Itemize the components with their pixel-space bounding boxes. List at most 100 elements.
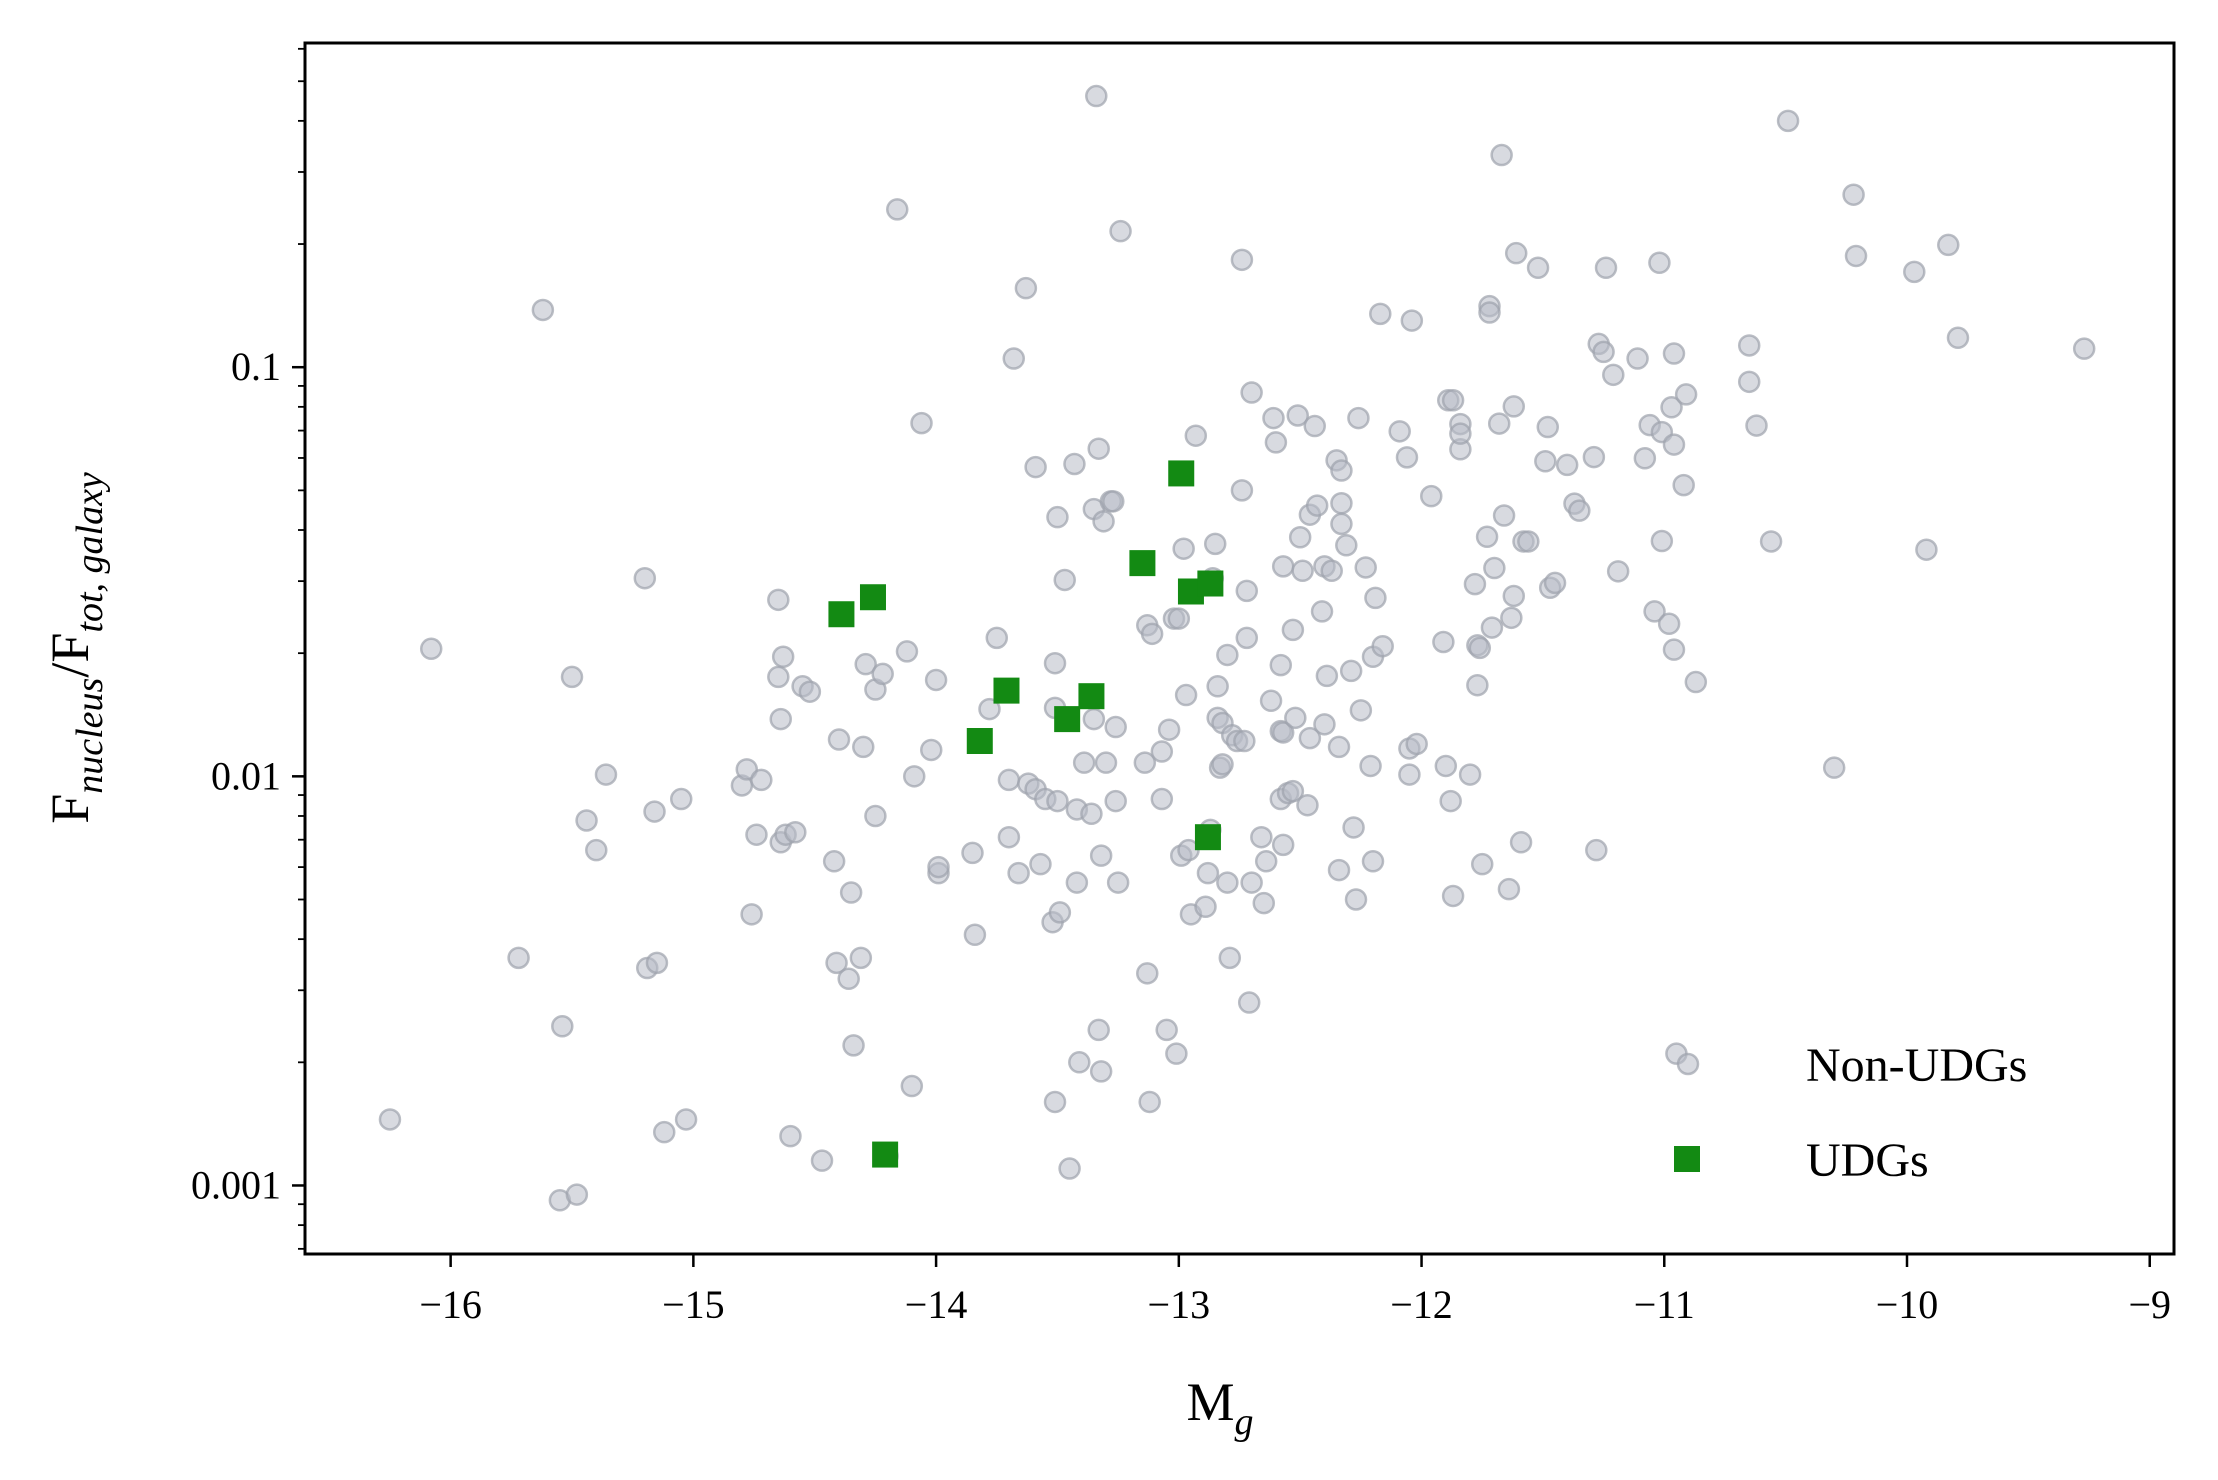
y-axis-label: Fnucleus/Ftot, galaxy bbox=[40, 472, 111, 824]
non-udg-point bbox=[1342, 816, 1365, 839]
non-udg-point bbox=[1585, 838, 1608, 862]
non-udg-point bbox=[1058, 1157, 1081, 1180]
non-udg-point bbox=[1136, 962, 1159, 985]
non-udg-point bbox=[1359, 754, 1382, 778]
non-udg-point bbox=[1526, 256, 1550, 280]
non-udg-point bbox=[1043, 651, 1067, 675]
x-tick-label: −12 bbox=[1390, 1282, 1453, 1327]
non-udg-point bbox=[633, 566, 657, 590]
non-udg-point bbox=[1104, 789, 1127, 813]
non-udg-point bbox=[1364, 586, 1387, 610]
non-udg-point bbox=[531, 298, 555, 322]
x-tick-label: −15 bbox=[662, 1282, 725, 1327]
non-udg-point bbox=[997, 768, 1021, 792]
non-udg-point bbox=[1281, 779, 1305, 803]
udg-point bbox=[872, 1141, 899, 1168]
non-udg-point bbox=[1252, 891, 1276, 915]
non-udg-point bbox=[507, 946, 530, 970]
non-udg-point bbox=[1089, 1060, 1113, 1083]
non-udg-point bbox=[1441, 389, 1465, 412]
non-udg-point bbox=[1536, 415, 1560, 439]
non-udg-point bbox=[1072, 751, 1096, 774]
non-udg-point bbox=[1298, 726, 1322, 750]
non-udg-point bbox=[1046, 789, 1069, 813]
non-udg-point bbox=[961, 841, 984, 865]
y-axis-label-denominator: F bbox=[40, 633, 100, 663]
non-udg-point bbox=[1626, 347, 1649, 370]
non-udg-point bbox=[1594, 256, 1618, 280]
udg-point bbox=[1194, 824, 1221, 851]
non-udg-point bbox=[1662, 433, 1686, 456]
non-udg-point bbox=[1480, 616, 1504, 639]
non-udg-point bbox=[1517, 530, 1540, 553]
non-udg-point bbox=[1915, 538, 1938, 561]
non-udg-point bbox=[1063, 452, 1086, 476]
non-udg-point bbox=[1946, 326, 1970, 350]
non-udg-point bbox=[1502, 584, 1526, 608]
non-udg-point bbox=[669, 787, 693, 811]
non-udg-point bbox=[585, 838, 608, 862]
non-udg-point bbox=[1633, 447, 1657, 470]
non-udg-point bbox=[1080, 802, 1103, 826]
non-udg-point bbox=[1235, 626, 1259, 650]
plot-frame bbox=[303, 41, 2176, 1256]
non-udg-point bbox=[1288, 526, 1312, 549]
non-udg-point bbox=[1140, 622, 1164, 646]
non-udg-point bbox=[842, 1034, 865, 1057]
non-udg-point bbox=[1395, 446, 1419, 469]
non-udg-point bbox=[900, 1074, 924, 1098]
non-udg-point bbox=[827, 728, 851, 751]
non-udg-point bbox=[1441, 884, 1465, 908]
non-udg-point bbox=[1094, 751, 1118, 774]
non-udg-point bbox=[1218, 946, 1242, 970]
y-tick-label: 0.01 bbox=[211, 753, 281, 798]
non-udg-point bbox=[419, 637, 443, 661]
non-udg-point bbox=[1206, 675, 1229, 698]
non-udg-point bbox=[1662, 638, 1686, 661]
non-udg-point bbox=[1085, 84, 1108, 108]
non-udg-point bbox=[1662, 342, 1686, 365]
non-udg-point bbox=[1284, 706, 1307, 730]
udg-point bbox=[1168, 460, 1195, 487]
non-udg-point bbox=[798, 680, 822, 703]
non-udg-point bbox=[1458, 763, 1482, 786]
non-udg-point bbox=[1543, 571, 1567, 595]
non-udg-point bbox=[1240, 381, 1263, 404]
x-axis-label: Mg bbox=[1186, 1372, 1253, 1443]
non-udg-point bbox=[1672, 473, 1695, 497]
non-udg-point bbox=[1475, 525, 1499, 549]
non-udg-point bbox=[1606, 560, 1630, 583]
non-udg-point bbox=[1109, 219, 1132, 243]
non-udg-point bbox=[1468, 636, 1492, 660]
non-udg-point bbox=[1504, 241, 1528, 265]
non-udg-point bbox=[1043, 1090, 1067, 1114]
non-udg-point bbox=[594, 763, 618, 786]
non-udg-point bbox=[1157, 718, 1181, 741]
non-udg-point bbox=[1568, 499, 1591, 522]
non-udg-point bbox=[1216, 643, 1239, 667]
non-udg-point bbox=[1497, 877, 1521, 901]
non-udg-point bbox=[1684, 670, 1708, 694]
non-udg-point bbox=[1269, 653, 1293, 677]
non-udg-point bbox=[852, 735, 875, 759]
x-tick-label: −16 bbox=[419, 1282, 482, 1327]
non-udg-point bbox=[1509, 831, 1533, 854]
udg-point bbox=[966, 728, 993, 755]
x-axis-label-base: M bbox=[1186, 1372, 1234, 1432]
non-udg-point bbox=[1582, 445, 1606, 469]
non-udg-point bbox=[1172, 537, 1195, 560]
non-udg-point bbox=[1291, 559, 1314, 583]
x-axis-ticks: −16 −15 −14 −13 −12 −11 −10 −9 bbox=[419, 1254, 2171, 1327]
non-udg-point bbox=[1237, 991, 1261, 1014]
non-udg-point bbox=[1648, 251, 1671, 275]
non-udg-point bbox=[769, 707, 792, 731]
non-udg-point bbox=[1371, 634, 1394, 658]
non-udg-point bbox=[1310, 600, 1334, 623]
udg-point bbox=[828, 601, 855, 628]
legend: Non-UDGs UDGs bbox=[1674, 1039, 2027, 1187]
non-udg-point bbox=[1388, 420, 1411, 443]
non-udg-point bbox=[551, 1015, 574, 1038]
non-udg-point bbox=[1264, 431, 1288, 454]
non-udg-point bbox=[1745, 414, 1768, 437]
non-udg-point bbox=[910, 411, 933, 435]
